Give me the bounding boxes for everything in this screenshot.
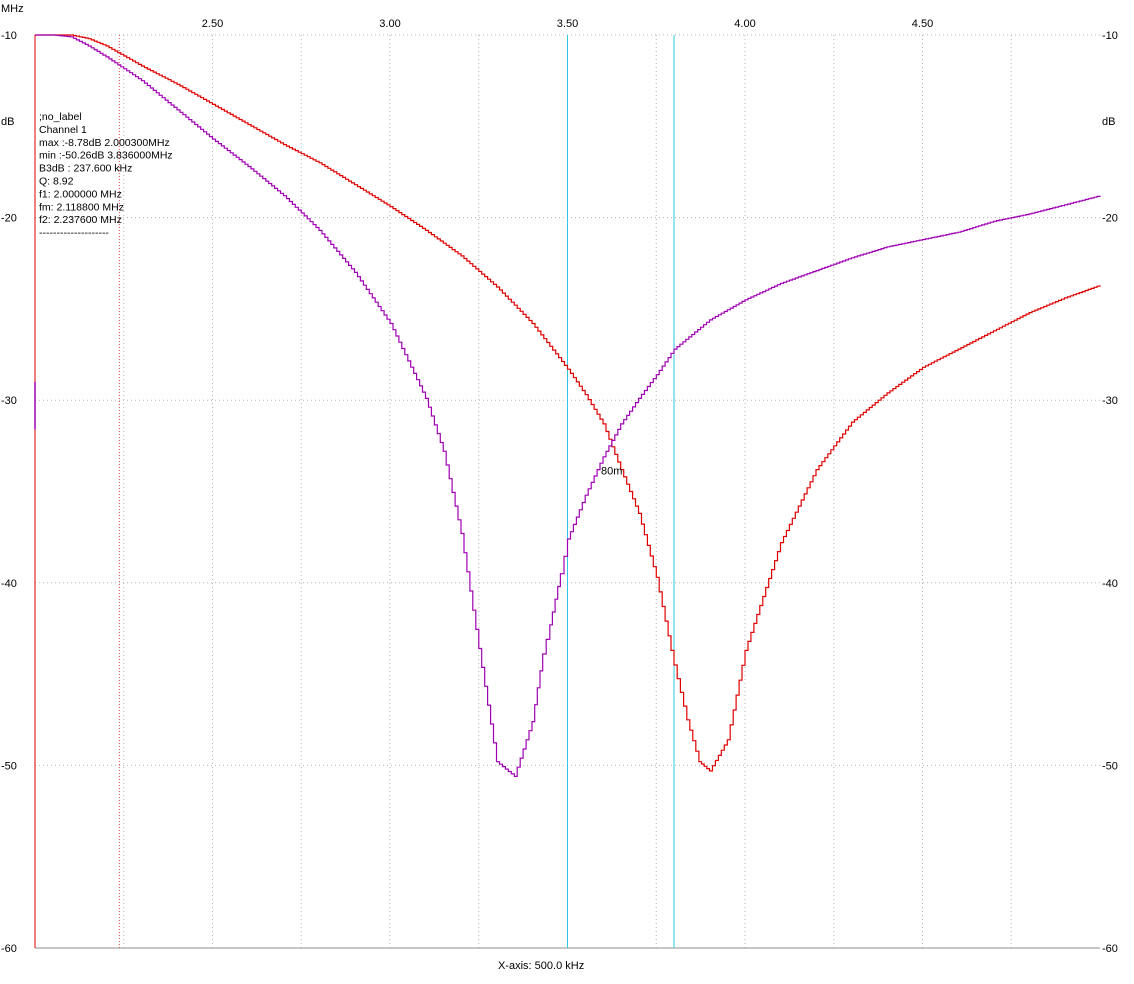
y-tick-label-left: -20 <box>1 213 17 225</box>
marker-layer <box>118 35 675 948</box>
y-tick-label-left: -30 <box>1 395 17 407</box>
y-tick-label-right: -60 <box>1102 943 1118 955</box>
labels-layer: MHz dB dB X-axis: 500.0 kHz 80m -10 -10 -2… <box>1 3 1118 972</box>
y-tick-label-left: -60 <box>1 943 17 955</box>
y-tick-label-left: -50 <box>1 760 17 772</box>
info-line: min :-50.26dB 3.836000MHz <box>39 150 173 162</box>
x-tick-label: 3.50 <box>557 18 578 30</box>
x-unit-label: MHz <box>1 3 24 15</box>
x-tick-label: 4.50 <box>912 18 933 30</box>
info-line: Q: 8.92 <box>39 176 74 188</box>
info-line: Channel 1 <box>39 124 87 136</box>
x-tick-label: 2.50 <box>202 18 223 30</box>
info-line: fm: 2.118800 MHz <box>39 201 124 213</box>
series-layer <box>34 34 1101 948</box>
band-label-80m: 80m <box>601 465 622 477</box>
y-unit-label-left: dB <box>1 116 14 128</box>
info-line: f2: 2.237600 MHz <box>39 214 122 226</box>
y-tick-label-left: -40 <box>1 578 17 590</box>
y-unit-label-right: dB <box>1102 116 1115 128</box>
info-line: max :-8.78dB 2.000300MHz <box>39 137 170 149</box>
y-tick-label-right: -10 <box>1102 30 1118 42</box>
y-tick-label-right: -50 <box>1102 760 1118 772</box>
y-tick-label-right: -40 <box>1102 578 1118 590</box>
y-tick-label-right: -20 <box>1102 213 1118 225</box>
y-tick-label-right: -30 <box>1102 395 1118 407</box>
series-1-line <box>35 34 1101 772</box>
info-line: ;no_label <box>39 111 82 123</box>
x-tick-label: 3.00 <box>379 18 400 30</box>
info-line: f1: 2.000000 MHz <box>39 188 122 200</box>
info-line: -------------------- <box>39 227 109 239</box>
series-2-line <box>35 34 1101 777</box>
x-axis-label: X-axis: 500.0 kHz <box>498 960 584 972</box>
y-tick-label-left: -10 <box>1 30 17 42</box>
info-line: B3dB : 237.600 kHz <box>39 163 132 175</box>
x-tick-label: 4.00 <box>734 18 755 30</box>
